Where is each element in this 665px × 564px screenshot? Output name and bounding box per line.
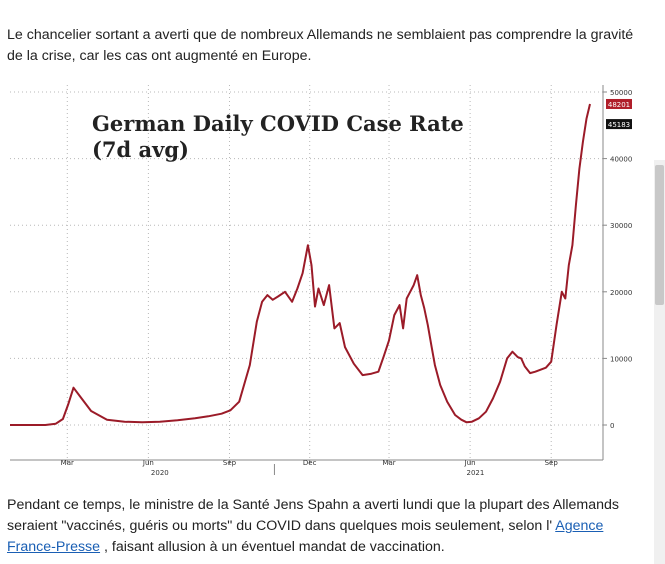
paragraph2-text-before: Pendant ce temps, le ministre de la Sant… [7, 497, 620, 534]
y-tick-label: 30000 [610, 222, 632, 230]
badge-layer: 48201 45183 [606, 98, 632, 130]
covid-chart: 0 10000 20000 30000 40000 50000 Mar Jun Sep Dec Ma… [0, 75, 640, 485]
tick-layer: 0 10000 20000 30000 40000 50000 Mar Jun Sep Dec Ma… [61, 89, 633, 477]
chart-background [0, 75, 640, 485]
paragraph2-text-after: , faisant allusion à un éventuel mandat … [100, 539, 445, 555]
last-value-badge [606, 98, 632, 109]
body-paragraph: Pendant ce temps, le ministre de la Sant… [7, 495, 637, 558]
afp-link[interactable]: Agence France-Presse [7, 518, 604, 555]
year-label: 2021 [466, 469, 484, 477]
scrollbar-thumb[interactable] [655, 165, 664, 305]
series-line [10, 103, 591, 426]
y-tick-label: 20000 [610, 289, 632, 297]
scrollbar-track[interactable] [654, 160, 665, 564]
grid-layer [10, 85, 603, 460]
y-tick-label: 40000 [610, 156, 632, 164]
last-value-label: 45183 [608, 121, 630, 129]
intro-paragraph: Le chancelier sortant a averti que de no… [7, 27, 634, 64]
x-tick-label: Jun [142, 459, 154, 467]
y-tick-label: 50000 [610, 89, 632, 97]
chart-svg: 0 10000 20000 30000 40000 50000 Mar Jun Sep Dec Ma… [0, 75, 640, 485]
chart-subtitle: (7d avg) [92, 137, 189, 162]
axis-layer [10, 85, 604, 461]
last-value-badge [606, 119, 632, 130]
x-tick-label: Sep [223, 459, 237, 467]
y-tick-label: 10000 [610, 355, 632, 363]
x-tick-label: Dec [303, 459, 317, 467]
year-label: 2020 [151, 469, 169, 477]
last-value-label: 48201 [608, 101, 630, 109]
x-tick-label: Mar [61, 459, 74, 467]
x-tick-label: Jun [464, 459, 476, 467]
chart-title: German Daily COVID Case Rate [92, 111, 464, 136]
x-tick-label: Mar [382, 459, 395, 467]
x-tick-label: Sep [545, 459, 559, 467]
y-tick-label: 0 [610, 422, 614, 430]
